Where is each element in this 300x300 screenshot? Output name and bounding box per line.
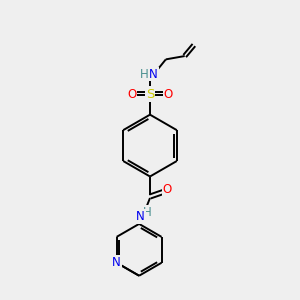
Text: O: O [164, 88, 173, 100]
Text: H: H [140, 68, 149, 80]
Text: H: H [143, 206, 152, 219]
Text: S: S [146, 88, 154, 100]
Text: O: O [127, 88, 136, 100]
Text: O: O [163, 183, 172, 196]
Text: N: N [112, 256, 121, 269]
Text: N: N [149, 68, 158, 80]
Text: N: N [136, 210, 145, 223]
